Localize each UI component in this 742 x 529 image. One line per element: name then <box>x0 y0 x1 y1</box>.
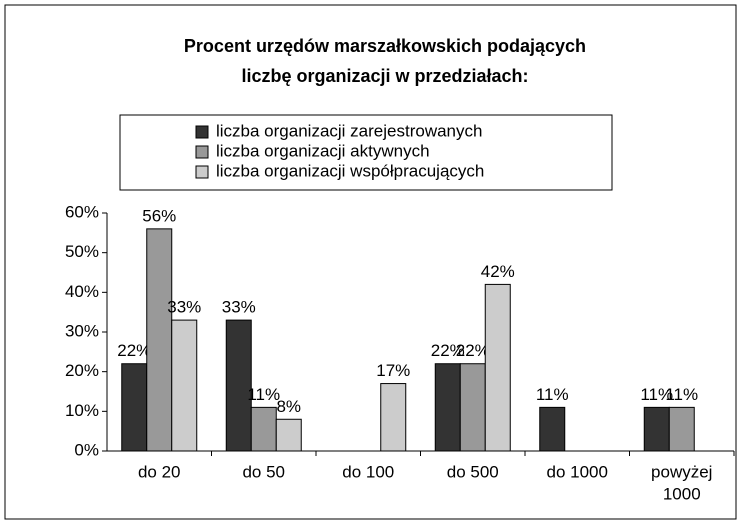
legend-label: liczba organizacji zarejestrowanych <box>216 121 482 140</box>
chart-title: liczbę organizacji w przedziałach: <box>241 66 528 86</box>
value-label: 22% <box>456 341 490 360</box>
y-tick-label: 50% <box>65 242 99 261</box>
bar <box>539 406 566 452</box>
legend-swatch <box>195 165 209 179</box>
y-tick-label: 60% <box>65 202 99 221</box>
x-tick-label: do 50 <box>242 462 285 481</box>
value-label: 11% <box>665 385 698 404</box>
value-label: 8% <box>276 397 301 416</box>
legend-label: liczba organizacji aktywnych <box>216 141 430 160</box>
value-label: 11% <box>536 385 569 404</box>
bar <box>225 319 252 452</box>
value-label: 33% <box>222 298 256 317</box>
bar <box>250 406 277 452</box>
bar <box>643 406 670 452</box>
legend-label: liczba organizacji współpracujących <box>216 161 484 180</box>
value-label: 42% <box>481 262 515 281</box>
value-label: 22% <box>117 341 151 360</box>
chart-title: Procent urzędów marszałkowskich podający… <box>184 36 586 56</box>
bar <box>434 363 461 452</box>
bar <box>146 228 173 452</box>
legend-swatch <box>195 145 209 159</box>
value-label: 11% <box>247 385 280 404</box>
value-label: 56% <box>142 206 176 225</box>
bar <box>459 363 486 452</box>
y-tick-label: 40% <box>65 282 99 301</box>
value-label: 33% <box>167 298 201 317</box>
value-label: 17% <box>376 361 410 380</box>
x-tick-label: do 1000 <box>547 462 608 481</box>
bar <box>484 283 511 452</box>
x-tick-label: do 100 <box>342 462 394 481</box>
y-tick-label: 20% <box>65 361 99 380</box>
x-tick-label: do 20 <box>138 462 181 481</box>
legend-swatch <box>195 125 209 139</box>
x-tick-label: powyżej <box>651 462 712 481</box>
bar <box>380 383 407 452</box>
bar <box>668 406 695 452</box>
value-label: 11% <box>640 385 673 404</box>
value-label: 22% <box>431 341 465 360</box>
x-tick-label: 1000 <box>663 484 701 503</box>
y-tick-label: 0% <box>74 440 99 459</box>
y-tick-label: 10% <box>65 401 99 420</box>
bar <box>275 418 302 452</box>
x-tick-label: do 500 <box>447 462 499 481</box>
bar <box>171 319 198 452</box>
y-tick-label: 30% <box>65 321 99 340</box>
bar <box>121 363 148 452</box>
